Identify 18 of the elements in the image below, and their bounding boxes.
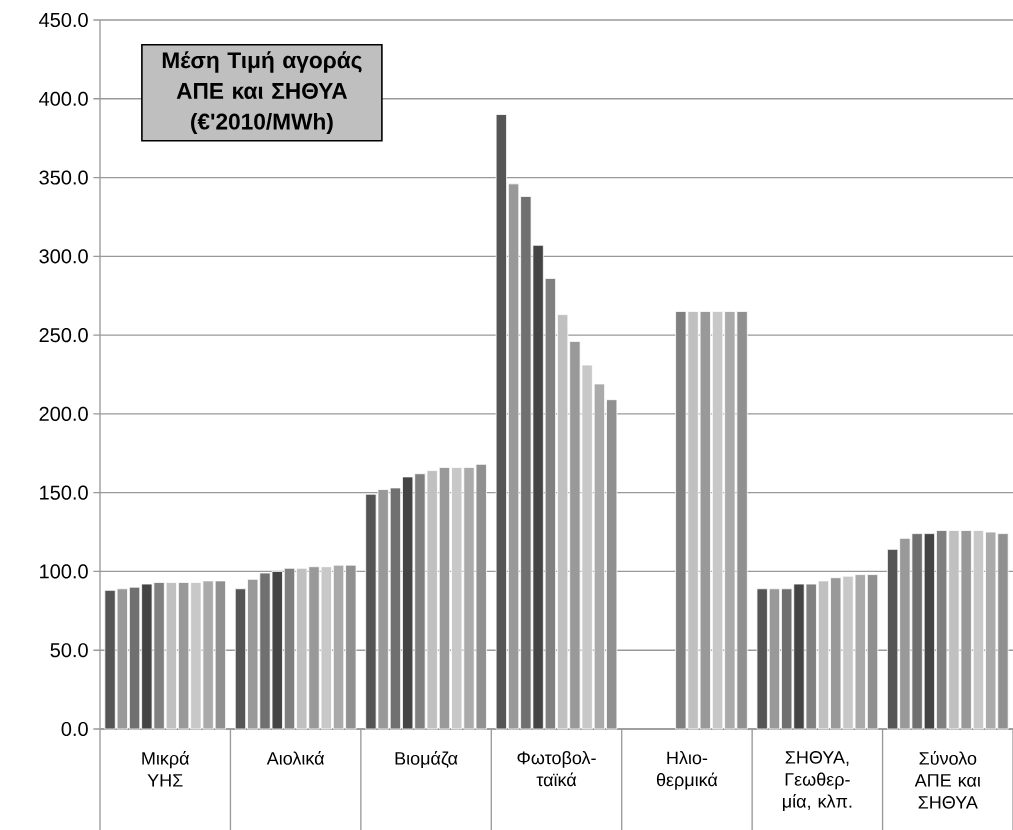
y-tick-label: 0.0 <box>61 721 88 737</box>
x-tick-label: Ηλιο-θερμικά <box>656 751 718 790</box>
x-tick-label: Σύνολο ΑΠΕ και ΣΗΘΥΑ <box>914 751 981 809</box>
y-tick-label: 100.0 <box>40 564 88 579</box>
y-tick-label: 300.0 <box>39 249 88 264</box>
y-tick-label: 200.0 <box>39 406 88 421</box>
x-tick-label: Βιομάζα <box>395 751 458 769</box>
y-tick-label: 350.0 <box>39 170 88 185</box>
x-tick-label: Μικρά ΥΗΣ <box>142 751 190 787</box>
x-tick-label: Αιολικά <box>266 751 325 765</box>
y-tick-label: 250.0 <box>39 328 88 343</box>
y-tick-label: 50.0 <box>50 643 88 658</box>
x-tick-label: ΣΗΘΥΑ, Γεωθερ-μία, κλπ. <box>782 751 852 812</box>
x-tick-label: Φωτοβολ-ταϊκά <box>517 751 596 787</box>
y-tick-label: 450.0 <box>39 12 88 28</box>
y-tick-label: 150.0 <box>40 485 88 500</box>
text: Μέση Τιμή αγοράς ΑΠΕ και ΣΗΘΥΑ (€'2010/MWh) <box>162 51 362 135</box>
y-tick-label: 400.0 <box>39 91 88 106</box>
